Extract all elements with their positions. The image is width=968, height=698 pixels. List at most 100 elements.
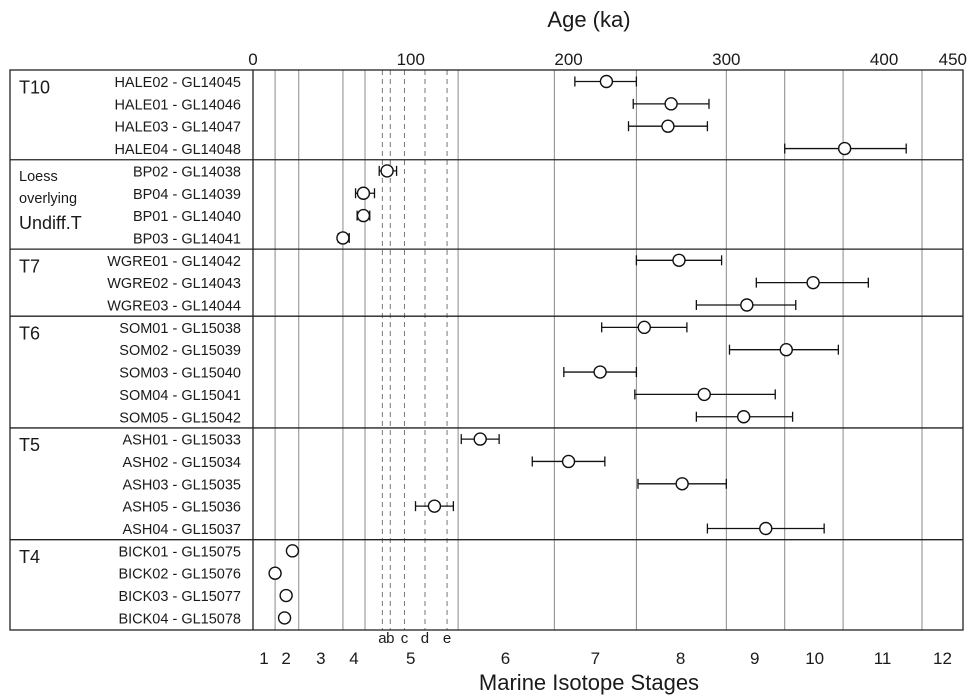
sample-label: HALE03 - GL14047 — [114, 120, 241, 136]
mis-stage-label: 7 — [591, 649, 600, 668]
sample-point — [378, 164, 398, 178]
group-name: T5 — [19, 435, 40, 455]
sample-label: SOM02 - GL15039 — [119, 343, 241, 359]
age-tick-label: 450 — [939, 50, 967, 69]
data-points — [268, 74, 907, 625]
sample-point — [279, 588, 293, 603]
sample-point — [336, 231, 350, 245]
age-tick-label: 400 — [870, 50, 898, 69]
sample-point — [460, 432, 500, 446]
age-marker — [277, 611, 292, 625]
sample-label: ASH02 - GL15034 — [123, 455, 242, 471]
age-marker — [599, 74, 614, 89]
sample-point — [784, 141, 907, 156]
sample-point — [695, 410, 794, 424]
group-name-labels: T10 Loess overlying Undiff.T T7 T6 T5 T4 — [19, 78, 82, 567]
mis-stage-label: 10 — [805, 649, 824, 668]
age-marker — [806, 275, 820, 290]
sample-label: BICK02 - GL15076 — [118, 567, 241, 583]
sample-label: HALE02 - GL14045 — [114, 75, 241, 91]
age-marker — [664, 97, 678, 111]
sample-label: BP01 - GL14040 — [133, 209, 241, 225]
mis-stage-label: 5 — [406, 649, 415, 668]
age-marker — [736, 410, 751, 424]
age-marker — [356, 208, 371, 223]
sample-label: WGRE01 - GL14042 — [107, 254, 241, 270]
substage-label: a — [378, 630, 387, 647]
age-marker — [285, 544, 300, 558]
age-marker — [561, 454, 576, 469]
sample-point — [354, 186, 376, 200]
group-name: T7 — [19, 256, 40, 276]
sample-label: BP04 - GL14039 — [133, 187, 241, 203]
age-marker — [268, 566, 282, 580]
sample-label: SOM04 - GL15041 — [119, 388, 241, 404]
substage-label: d — [421, 630, 429, 647]
sample-label: BICK03 - GL15077 — [118, 589, 241, 605]
sample-point — [755, 275, 869, 290]
sample-label: ASH01 - GL15033 — [123, 433, 242, 449]
sample-point — [285, 544, 300, 558]
substage-marker-lines — [381, 70, 448, 630]
age-marker — [473, 432, 487, 446]
mis-stage-labels: 1 2 3 4 5 6 7 8 9 10 11 12 — [259, 649, 952, 668]
sample-label: BICK01 - GL15075 — [118, 544, 241, 560]
group-name-line: Loess — [19, 169, 58, 185]
sample-label: SOM03 - GL15040 — [119, 366, 241, 382]
age-marker — [593, 365, 607, 379]
age-marker — [837, 141, 852, 156]
sample-label: SOM05 - GL15042 — [119, 410, 241, 426]
mis-stage-label: 1 — [259, 649, 268, 668]
group-name-line: Undiff.T — [19, 213, 82, 233]
group-name: T4 — [19, 547, 40, 567]
age-marker — [279, 588, 293, 603]
mis-stage-label: 9 — [750, 649, 759, 668]
group-separators — [10, 159, 963, 541]
top-tick-labels: 0 100 200 300 400 450 — [248, 50, 967, 69]
sample-point — [706, 521, 825, 536]
age-marker — [759, 521, 773, 536]
mis-stage-label: 12 — [933, 649, 952, 668]
mis-stage-label: 4 — [349, 649, 358, 668]
age-marker — [336, 231, 350, 245]
sample-point — [563, 365, 638, 379]
age-marker — [697, 387, 711, 402]
sample-label: WGRE02 - GL14043 — [107, 276, 241, 292]
age-marker — [356, 186, 371, 200]
age-marker — [675, 477, 689, 491]
mis-stage-label: 11 — [874, 649, 892, 668]
sample-point — [637, 477, 727, 491]
sample-point — [634, 387, 776, 402]
mis-stage-label: 2 — [281, 649, 290, 668]
sample-point — [695, 298, 797, 312]
age-tick-label: 100 — [397, 50, 425, 69]
sample-point — [574, 74, 638, 89]
mis-stage-label: 6 — [501, 649, 510, 668]
substage-label: c — [401, 630, 409, 647]
sample-point — [356, 208, 371, 223]
sample-point — [601, 320, 688, 335]
sample-labels: HALE02 - GL14045 HALE01 - GL14046 HALE03 -… — [107, 75, 241, 627]
age-tick-label: 300 — [712, 50, 740, 69]
sample-label: WGRE03 - GL14044 — [107, 299, 241, 315]
mis-stage-label: 3 — [316, 649, 325, 668]
age-marker — [637, 320, 651, 335]
sample-label: BP03 - GL14041 — [133, 231, 241, 247]
plot-frame — [9, 69, 964, 631]
group-name: T10 — [19, 78, 50, 98]
top-axis-title: Age (ka) — [547, 7, 630, 32]
sample-label: ASH03 - GL15035 — [123, 477, 242, 493]
sample-label: SOM01 - GL15038 — [119, 321, 241, 337]
age-marker — [740, 298, 754, 312]
sample-label: ASH04 - GL15037 — [123, 522, 242, 538]
sample-label: BP02 - GL14038 — [133, 164, 241, 180]
substage-label: e — [443, 630, 451, 647]
sample-point — [277, 611, 292, 625]
substage-label: b — [386, 630, 394, 647]
sample-label: ASH05 - GL15036 — [123, 500, 242, 516]
sample-point — [268, 566, 282, 580]
age-marker — [661, 119, 675, 133]
age-marker — [380, 164, 394, 178]
